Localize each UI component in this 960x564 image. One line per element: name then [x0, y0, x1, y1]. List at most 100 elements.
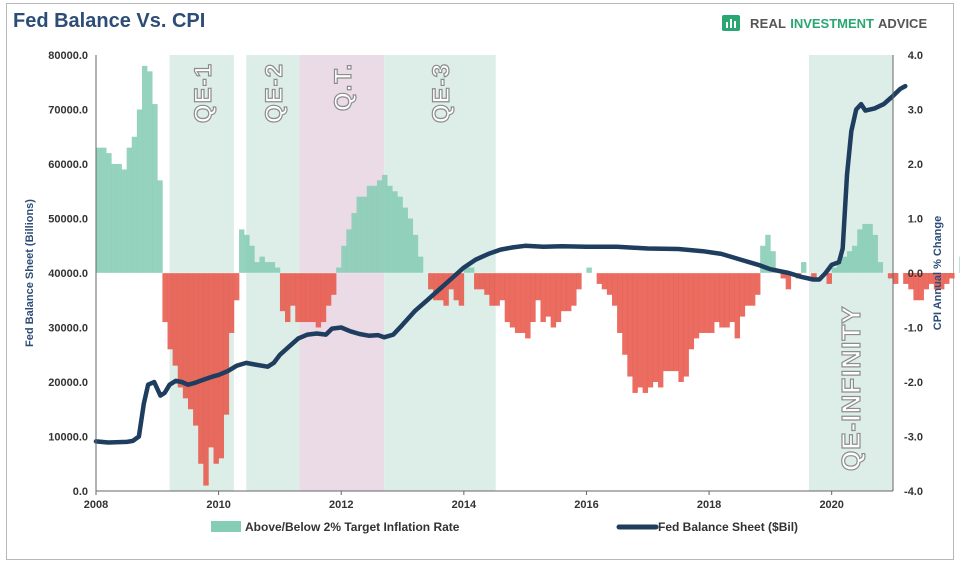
cpi-bar — [928, 273, 935, 284]
cpi-bar — [356, 196, 362, 273]
cpi-bar — [550, 273, 557, 328]
cpi-bar — [499, 273, 505, 301]
period-label: QE-INFINITY — [836, 305, 866, 471]
cpi-bar — [111, 164, 117, 273]
cpi-bar — [525, 273, 531, 339]
cpi-bar — [611, 273, 618, 306]
period-label: Q.T. — [330, 63, 357, 111]
cpi-bar — [944, 273, 950, 284]
left-tick-label: 60000.0 — [48, 159, 88, 171]
bar-chart-icon — [722, 15, 740, 31]
cpi-bar — [187, 273, 194, 410]
cpi-bar — [412, 234, 419, 273]
cpi-bar — [402, 207, 408, 273]
cpi-bar — [606, 273, 613, 295]
cpi-bar — [218, 273, 225, 459]
cpi-bar — [428, 273, 434, 290]
cpi-bar — [387, 185, 393, 273]
legend-bar-label: Above/Below 2% Target Inflation Rate — [245, 520, 460, 534]
brand-logo: REAL INVESTMENT ADVICE — [720, 12, 927, 34]
cpi-bar — [336, 267, 342, 273]
page-title: Fed Balance Vs. CPI — [13, 10, 206, 32]
legend-bar-swatch — [211, 521, 241, 532]
right-tick-label: 4.0 — [908, 50, 923, 62]
cpi-bar — [622, 273, 628, 355]
cpi-bar — [407, 218, 414, 273]
cpi-bar — [295, 273, 301, 323]
cpi-bar — [647, 273, 654, 388]
cpi-bar — [453, 273, 460, 301]
cpi-bar — [637, 273, 643, 388]
left-tick-label: 50000.0 — [48, 214, 88, 226]
cpi-bar — [106, 153, 112, 273]
cpi-bar — [244, 234, 250, 273]
cpi-bar — [152, 104, 158, 273]
cpi-bar — [479, 273, 485, 290]
cpi-bar — [535, 273, 541, 301]
cpi-bar — [545, 273, 551, 317]
cpi-bar — [233, 273, 240, 301]
cpi-bar — [182, 273, 189, 399]
cpi-bar — [663, 273, 669, 372]
cpi-bar — [147, 71, 153, 273]
cpi-bar — [560, 273, 567, 312]
cpi-bar — [346, 229, 352, 273]
cpi-bar — [729, 273, 735, 323]
cpi-bar — [887, 273, 894, 279]
cpi-bar — [366, 185, 373, 273]
cpi-bar — [376, 180, 383, 273]
cpi-bar — [918, 273, 924, 301]
cpi-bar — [826, 273, 832, 284]
left-tick-label: 80000.0 — [48, 50, 88, 62]
right-tick-label: 3.0 — [908, 105, 923, 117]
cpi-bar — [836, 262, 843, 273]
cpi-bar — [841, 256, 848, 273]
cpi-bar — [371, 185, 378, 273]
cpi-bar — [857, 229, 863, 273]
cpi-bar — [892, 273, 899, 284]
cpi-bar — [949, 273, 955, 279]
cpi-bar — [484, 273, 490, 295]
cpi-bar — [698, 273, 705, 333]
x-tick-label: 2020 — [819, 499, 843, 511]
cpi-bar — [341, 245, 347, 273]
cpi-bar — [688, 273, 695, 350]
cpi-bar — [320, 273, 327, 323]
cpi-bar — [264, 262, 270, 273]
period-label: QE-1 — [190, 63, 217, 123]
cpi-bar — [443, 273, 449, 306]
cpi-bar — [785, 273, 792, 290]
cpi-bar — [872, 234, 878, 273]
cpi-bar — [300, 273, 306, 323]
cpi-bar — [586, 267, 592, 273]
cpi-bar — [877, 262, 884, 273]
cpi-bar — [652, 273, 659, 382]
cpi-bar — [908, 273, 914, 290]
cpi-bar — [657, 273, 664, 388]
cpi-bar — [714, 273, 720, 323]
brand-text-real: REAL — [750, 15, 787, 31]
cpi-bar — [530, 273, 536, 323]
cpi-bar — [703, 273, 710, 333]
cpi-bar — [632, 273, 638, 393]
cpi-bar — [734, 273, 741, 339]
cpi-bar — [254, 262, 260, 273]
cpi-bar — [310, 273, 316, 323]
cpi-bar — [116, 164, 122, 273]
brand-text-advice: ADVICE — [878, 15, 928, 31]
cpi-bar — [923, 273, 930, 290]
left-tick-label: 40000.0 — [48, 268, 88, 280]
cpi-bar — [259, 256, 265, 273]
cpi-bar — [131, 136, 138, 273]
cpi-bar — [504, 273, 511, 323]
cpi-bar — [852, 245, 858, 273]
cpi-bar — [167, 273, 173, 350]
left-tick-label: 20000.0 — [48, 377, 88, 389]
left-tick-label: 10000.0 — [48, 432, 88, 444]
cpi-bar — [683, 273, 689, 377]
cpi-bar — [351, 213, 357, 273]
cpi-bar — [760, 245, 766, 273]
cpi-bar — [468, 267, 475, 273]
left-tick-label: 0.0 — [73, 486, 88, 498]
